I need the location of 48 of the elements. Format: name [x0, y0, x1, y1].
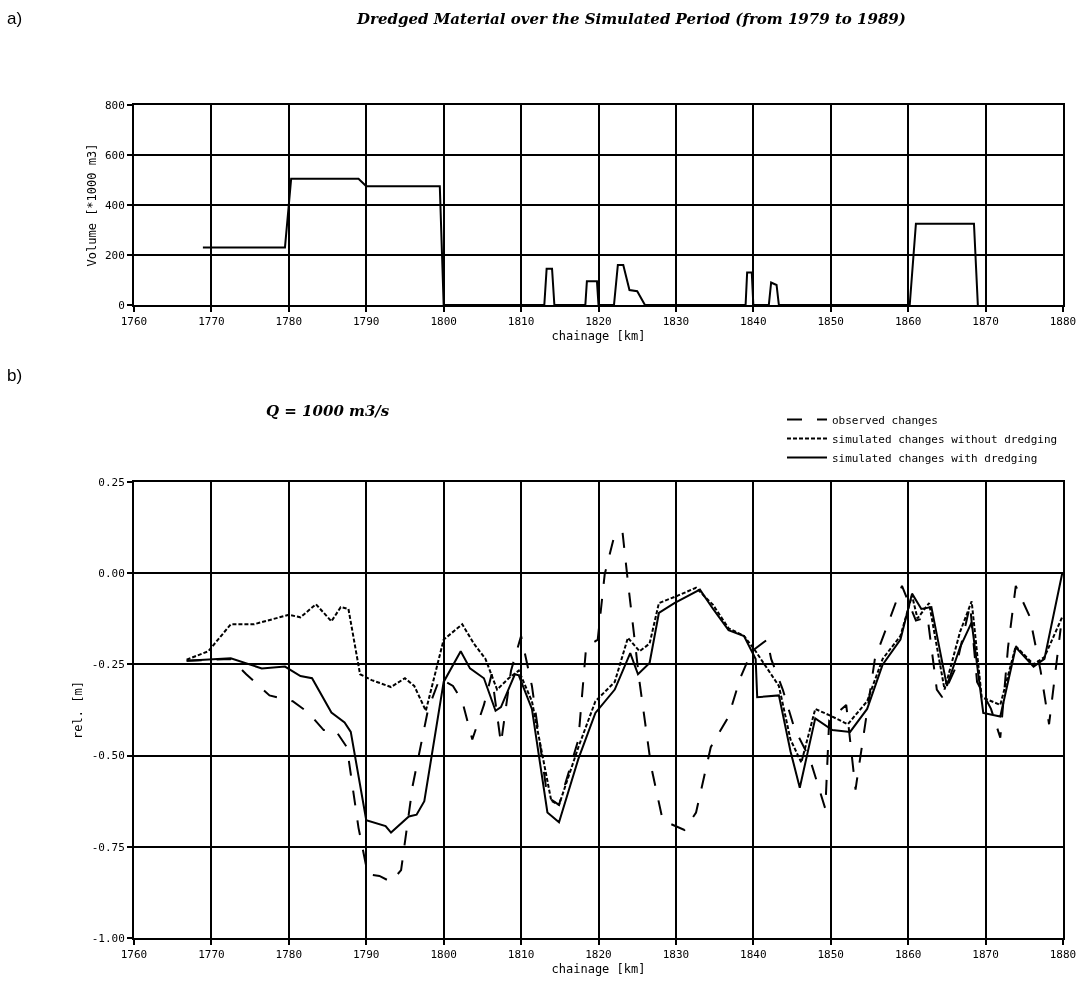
x-tick-label: 1830 [662, 315, 690, 329]
x-axis-title: chainage [km] [551, 961, 646, 976]
x-tick-label: 1770 [198, 315, 225, 329]
y-axis-title: rel. [m] [71, 681, 86, 739]
y-axis-title: Volume [*1000 m3] [84, 143, 99, 267]
x-tick-label: 1770 [198, 948, 225, 962]
x-tick-label: 1850 [817, 948, 844, 962]
y-tick-label: 0.25 [98, 475, 125, 489]
legend-label: observed changes [832, 413, 938, 427]
legend-label: simulated changes without dredging [832, 432, 1058, 446]
y-tick-label: 0 [118, 298, 125, 312]
x-tick-label: 1760 [120, 948, 148, 962]
x-tick-label: 1820 [585, 948, 612, 962]
x-tick-label: 1790 [353, 315, 380, 329]
y-tick-label: 600 [104, 148, 125, 162]
x-tick-label: 1870 [972, 315, 999, 329]
x-tick-label: 1880 [1049, 315, 1077, 329]
y-tick-label: -0.25 [91, 658, 125, 672]
chart-title: Dredged Material over the Simulated Period (from 1979 to 1989) [356, 10, 906, 28]
x-tick-label: 1810 [507, 948, 535, 962]
x-tick-label: 1810 [507, 315, 535, 329]
y-tick-label: 0.00 [98, 567, 125, 581]
x-tick-label: 1870 [972, 948, 999, 962]
legend-label: simulated changes with dredging [832, 451, 1038, 465]
y-tick-label: 800 [104, 98, 125, 112]
x-tick-label: 1850 [817, 315, 844, 329]
x-tick-label: 1800 [430, 948, 457, 962]
x-tick-label: 1780 [275, 948, 303, 962]
y-tick-label: -1.00 [91, 931, 125, 945]
x-tick-label: 1860 [894, 315, 922, 329]
x-tick-label: 1820 [585, 315, 612, 329]
x-tick-label: 1780 [275, 315, 303, 329]
x-tick-label: 1760 [120, 315, 148, 329]
x-tick-label: 1790 [353, 948, 380, 962]
chart-title: Q = 1000 m3/s [266, 402, 390, 420]
x-tick-label: 1840 [740, 315, 767, 329]
text: b) [7, 366, 23, 385]
x-tick-label: 1860 [894, 948, 922, 962]
x-tick-label: 1830 [662, 948, 690, 962]
y-tick-label: -0.75 [91, 840, 125, 854]
x-tick-label: 1880 [1049, 948, 1077, 962]
y-tick-label: 400 [104, 198, 125, 212]
y-tick-label: -0.50 [91, 749, 125, 763]
text: a) [7, 9, 23, 28]
y-tick-label: 200 [104, 248, 125, 262]
x-tick-label: 1800 [430, 315, 457, 329]
x-axis-title: chainage [km] [551, 328, 646, 343]
x-tick-label: 1840 [740, 948, 767, 962]
